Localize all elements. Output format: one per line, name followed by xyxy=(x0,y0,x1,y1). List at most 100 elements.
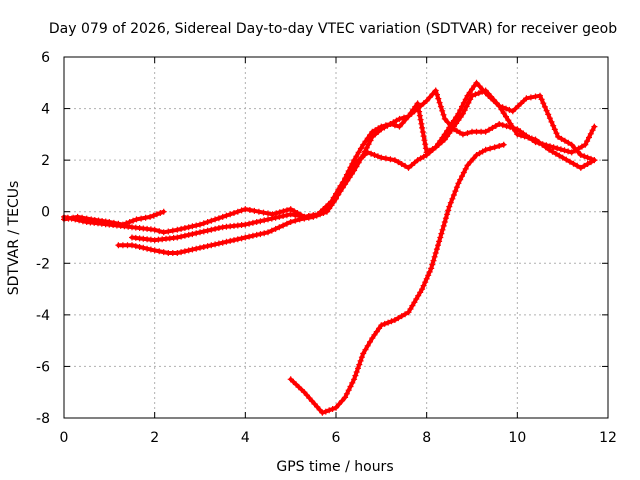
data-point xyxy=(83,215,90,222)
data-point xyxy=(212,216,219,223)
data-point xyxy=(442,215,449,222)
y-tick-label: 4 xyxy=(41,102,50,118)
data-point xyxy=(223,238,230,245)
data-point xyxy=(525,134,532,141)
data-point xyxy=(527,94,534,101)
data-point xyxy=(181,248,188,255)
data-point xyxy=(566,158,573,165)
data-point xyxy=(378,154,385,161)
data-point xyxy=(178,225,185,232)
data-point xyxy=(449,195,456,202)
data-point xyxy=(208,217,215,224)
data-point xyxy=(355,159,362,166)
data-point xyxy=(428,265,435,272)
x-tick-label: 4 xyxy=(241,430,250,446)
data-point xyxy=(436,238,443,245)
data-point xyxy=(153,211,160,218)
data-point xyxy=(147,246,154,253)
data-point xyxy=(469,86,475,93)
data-point xyxy=(181,232,188,239)
data-point xyxy=(357,145,364,152)
data-point xyxy=(448,126,455,133)
data-point xyxy=(185,224,192,231)
data-point xyxy=(418,120,425,127)
data-point xyxy=(467,96,474,103)
data-point xyxy=(349,160,356,167)
data-point xyxy=(382,155,389,162)
data-point xyxy=(333,194,339,201)
data-point xyxy=(491,144,498,151)
data-point xyxy=(342,394,349,401)
data-point xyxy=(578,143,585,150)
data-point xyxy=(447,199,454,206)
data-point xyxy=(464,130,471,137)
data-point xyxy=(542,144,549,151)
data-point xyxy=(402,116,409,123)
data-point xyxy=(479,88,486,95)
data-point xyxy=(554,145,561,152)
data-point xyxy=(65,215,72,222)
data-point xyxy=(351,376,358,383)
data-point xyxy=(185,231,192,238)
data-point xyxy=(398,313,405,320)
data-point xyxy=(249,232,256,239)
data-point xyxy=(346,174,353,181)
data-point xyxy=(587,130,594,137)
data-point xyxy=(432,87,439,94)
data-point xyxy=(415,292,422,299)
data-point xyxy=(450,192,457,198)
data-point xyxy=(589,127,596,134)
data-point xyxy=(438,230,445,237)
data-point xyxy=(528,135,535,142)
data-point xyxy=(411,299,418,306)
data-point xyxy=(178,249,185,256)
data-point xyxy=(353,369,360,375)
data-point xyxy=(174,250,181,256)
data-point xyxy=(463,103,470,110)
data-point xyxy=(283,212,290,219)
series-track-5 xyxy=(287,141,507,416)
data-point xyxy=(126,219,133,225)
data-point xyxy=(568,149,575,156)
data-point xyxy=(507,120,514,127)
data-point xyxy=(396,123,403,130)
data-point xyxy=(345,387,352,394)
data-point xyxy=(503,123,510,130)
data-point xyxy=(426,268,433,275)
data-point xyxy=(410,106,417,113)
x-tick-label: 10 xyxy=(508,430,526,446)
data-point xyxy=(322,408,329,415)
data-point xyxy=(362,148,368,155)
data-point xyxy=(227,211,234,218)
y-tick-label: 0 xyxy=(41,205,50,221)
data-point xyxy=(489,124,496,131)
data-point xyxy=(339,184,346,191)
data-point xyxy=(310,212,317,219)
data-point xyxy=(360,141,367,148)
data-point xyxy=(450,123,457,130)
data-point xyxy=(395,315,402,322)
data-point xyxy=(419,286,426,293)
data-point xyxy=(329,406,336,412)
data-point xyxy=(326,407,333,414)
data-point xyxy=(436,99,443,106)
data-point xyxy=(343,171,350,178)
data-point xyxy=(482,87,489,94)
data-point xyxy=(512,127,519,134)
data-point xyxy=(189,246,196,253)
data-point xyxy=(345,168,352,174)
data-point xyxy=(419,124,426,131)
data-point xyxy=(227,237,234,244)
data-point xyxy=(219,239,226,246)
data-point xyxy=(498,106,505,113)
data-point xyxy=(537,92,543,99)
data-point xyxy=(212,225,219,232)
data-point xyxy=(475,90,482,97)
data-point xyxy=(151,247,158,254)
data-point xyxy=(160,208,167,215)
data-point xyxy=(435,95,442,102)
data-point xyxy=(485,90,492,97)
data-point xyxy=(381,320,388,327)
data-point xyxy=(391,157,398,164)
data-point xyxy=(455,117,462,124)
